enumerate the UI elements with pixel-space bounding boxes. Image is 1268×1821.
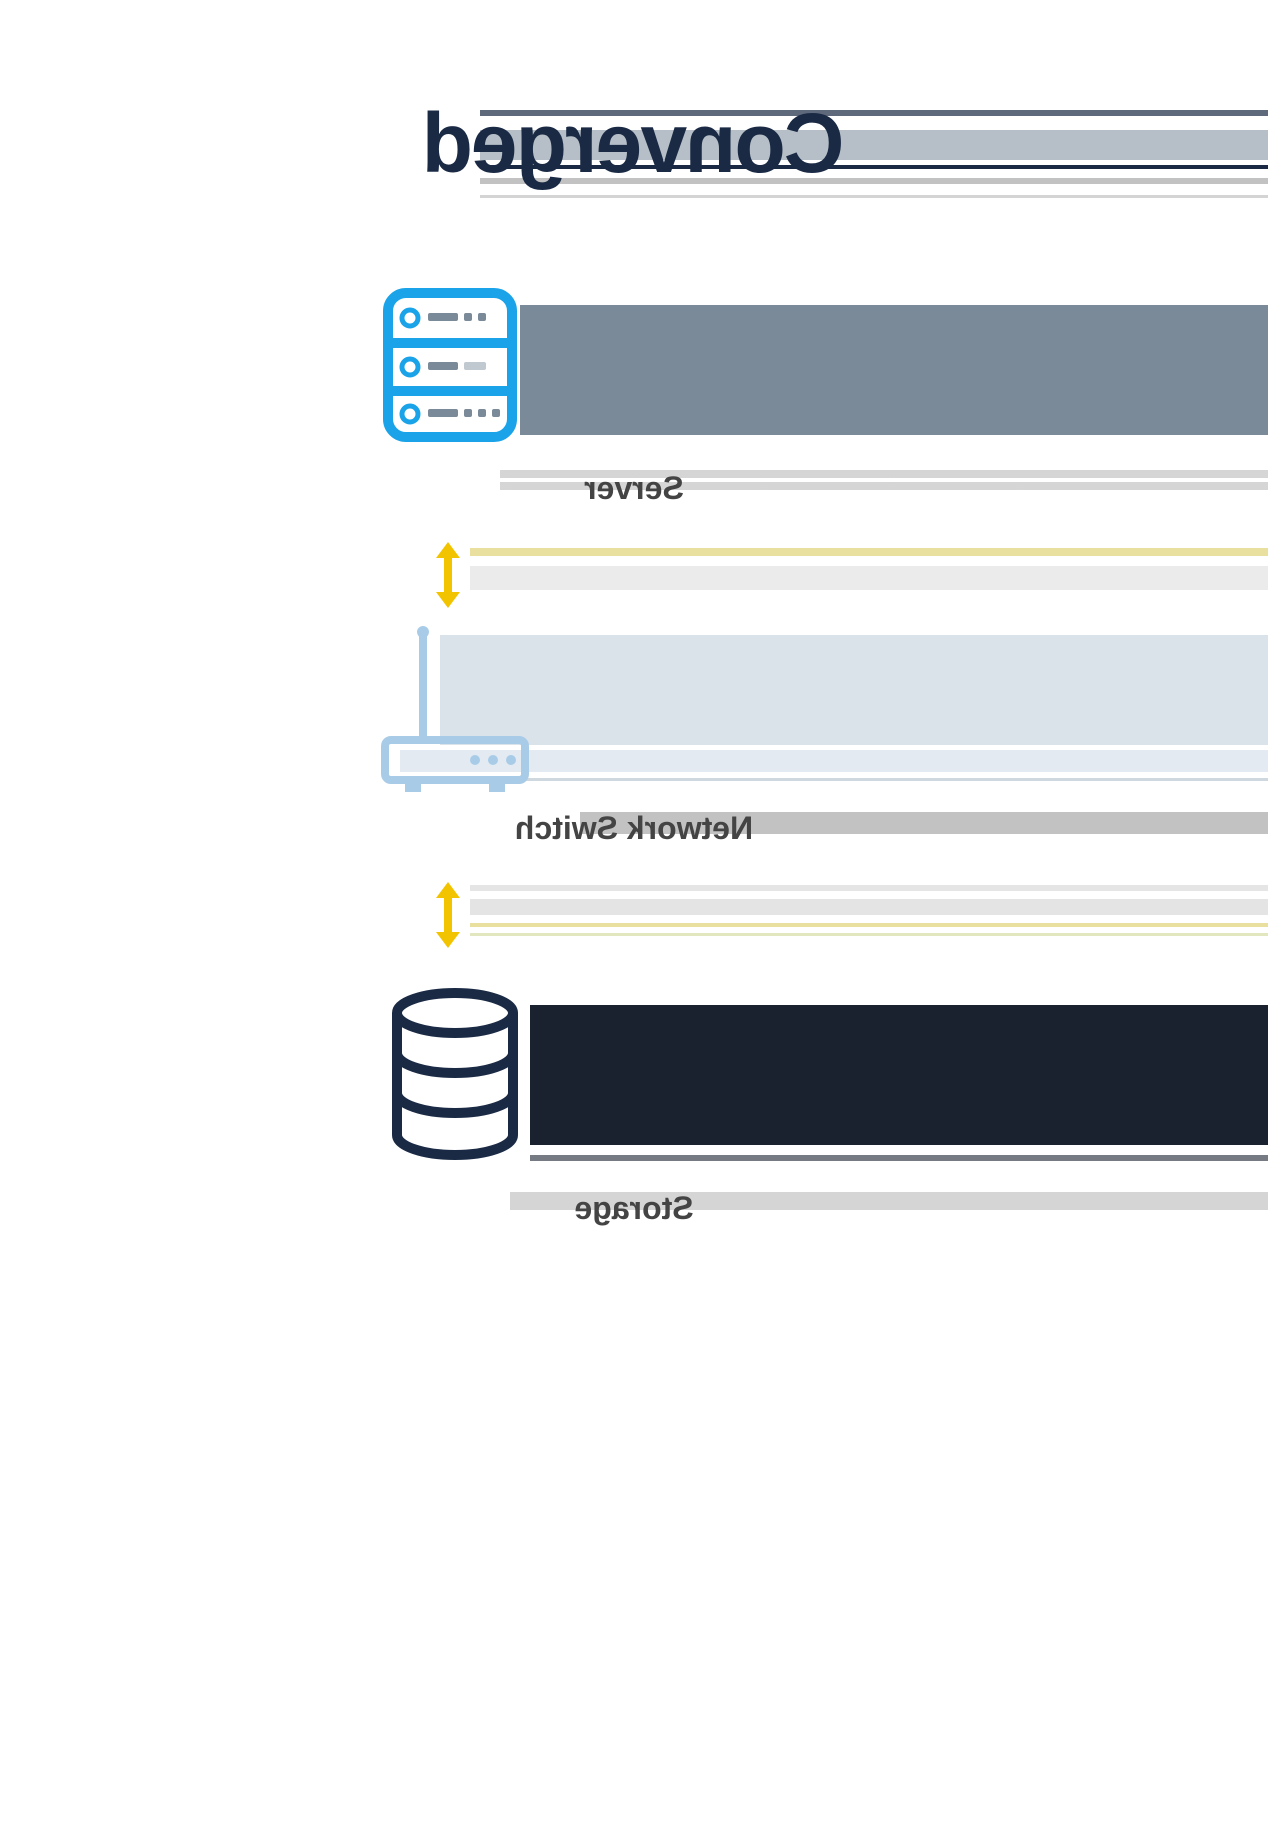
storage-label: Storage	[574, 1190, 693, 1227]
artifact-block-storage	[530, 1155, 1268, 1161]
artifact-arrow-stripe	[470, 885, 1268, 943]
storage-icon	[380, 985, 530, 1165]
artifact-arrow-stripe	[470, 548, 1268, 598]
artifact-block-storage	[530, 1005, 1268, 1145]
page-title: Converged	[424, 95, 845, 192]
double-arrow-icon	[428, 880, 468, 950]
artifact-block-server	[520, 305, 1268, 435]
network-switch-icon	[375, 620, 535, 800]
double-arrow-icon	[428, 540, 468, 610]
artifact-stripe	[480, 195, 1268, 198]
network-switch-label: Network Switch	[515, 810, 753, 847]
server-icon	[380, 285, 520, 445]
server-label: Server	[584, 470, 684, 507]
artifact-block-router	[440, 635, 1268, 745]
